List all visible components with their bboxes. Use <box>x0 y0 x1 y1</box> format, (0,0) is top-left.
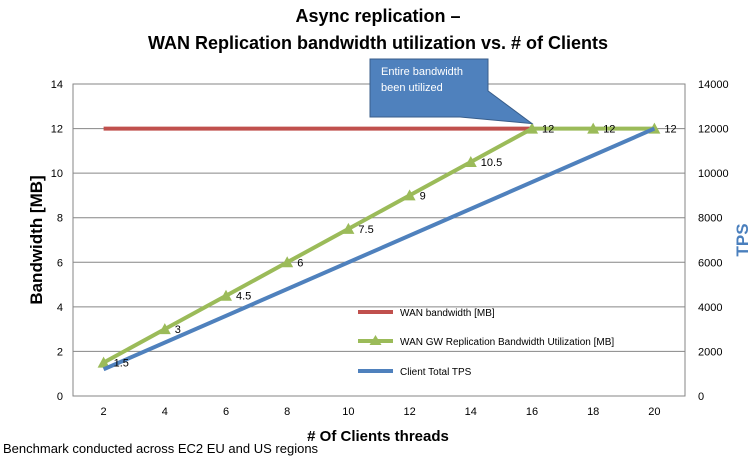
x-axis-label: # Of Clients threads <box>307 428 449 445</box>
callout: Entire bandwidth been utilized <box>369 58 534 125</box>
x-tick-label: 12 <box>403 406 415 418</box>
y2-axis-label: TPS <box>733 223 752 256</box>
y-tick-label: 2 <box>57 346 63 358</box>
data-point-marker <box>97 356 110 368</box>
chart-title-line-1: Async replication – <box>295 6 460 26</box>
x-tick-label: 16 <box>526 406 538 418</box>
data-label: 7.5 <box>358 224 373 236</box>
y-tick-label: 4 <box>57 302 63 314</box>
data-point-marker <box>526 122 538 134</box>
y2-axis-ticks: 0 2000 4000 6000 8000 10000 12000 14000 <box>698 79 729 403</box>
data-point-marker <box>220 289 232 301</box>
y-tick-label: 12 <box>51 124 63 136</box>
y2-tick-label: 2000 <box>698 346 722 358</box>
y-tick-label: 14 <box>51 79 63 91</box>
callout-box <box>369 58 534 125</box>
y2-tick-label: 14000 <box>698 79 729 91</box>
legend-item-wan-bandwidth: WAN bandwidth [MB] <box>358 308 495 319</box>
data-labels: 1.5 3 4.5 6 7.5 9 10.5 12 12 12 <box>114 124 677 370</box>
data-label: 10.5 <box>481 157 502 169</box>
y-tick-label: 0 <box>57 391 63 403</box>
data-point-marker <box>158 323 171 335</box>
y2-tick-label: 0 <box>698 391 704 403</box>
data-label: 4.5 <box>236 291 251 303</box>
y2-tick-label: 6000 <box>698 257 722 269</box>
legend-label-wan-gw-replication: WAN GW Replication Bandwidth Utilization… <box>400 337 614 348</box>
x-tick-label: 6 <box>223 406 229 418</box>
x-tick-label: 20 <box>648 406 660 418</box>
data-label: 12 <box>542 124 554 136</box>
legend: WAN bandwidth [MB] WAN GW Replication Ba… <box>358 308 614 378</box>
data-point-marker <box>281 256 294 268</box>
callout-text-line-2: been utilized <box>381 82 443 94</box>
x-tick-label: 8 <box>284 406 290 418</box>
y-tick-label: 10 <box>51 168 63 180</box>
data-point-marker <box>403 189 416 201</box>
footnote: Benchmark conducted across EC2 EU and US… <box>3 441 319 456</box>
x-tick-label: 14 <box>465 406 477 418</box>
data-label: 6 <box>297 257 303 269</box>
y2-tick-label: 10000 <box>698 168 729 180</box>
data-label: 1.5 <box>114 358 129 370</box>
y2-tick-label: 8000 <box>698 213 722 225</box>
data-label: 12 <box>664 124 676 136</box>
data-point-marker <box>587 122 600 134</box>
legend-label-client-tps: Client Total TPS <box>400 367 472 378</box>
y2-tick-label: 4000 <box>698 302 722 314</box>
x-tick-label: 18 <box>587 406 599 418</box>
data-label: 9 <box>420 190 426 202</box>
series-layer <box>97 122 661 372</box>
legend-item-client-tps: Client Total TPS <box>358 367 472 378</box>
callout-text-line-1: Entire bandwidth <box>381 66 463 78</box>
data-point-marker <box>464 156 477 167</box>
legend-marker-triangle <box>369 335 382 345</box>
y-tick-label: 6 <box>57 257 63 269</box>
x-tick-label: 2 <box>101 406 107 418</box>
chart-title-line-2: WAN Replication bandwidth utilization vs… <box>148 33 608 53</box>
gridlines <box>73 128 685 352</box>
data-label: 12 <box>603 124 615 136</box>
x-axis-ticks: 2 4 6 8 10 12 14 16 18 20 <box>101 406 661 418</box>
data-label: 3 <box>175 324 181 336</box>
x-tick-label: 4 <box>162 406 168 418</box>
series-line-client-tps <box>102 126 656 372</box>
y-tick-label: 8 <box>57 213 63 225</box>
data-point-marker <box>342 222 355 234</box>
series-line-wan-gw-replication <box>102 126 655 365</box>
y2-tick-label: 12000 <box>698 124 729 136</box>
y-axis-label: Bandwidth [MB] <box>27 175 46 304</box>
legend-label-wan-bandwidth: WAN bandwidth [MB] <box>400 308 495 319</box>
legend-item-wan-gw-replication: WAN GW Replication Bandwidth Utilization… <box>358 335 614 348</box>
y-axis-ticks: 0 2 4 6 8 10 12 14 <box>51 79 63 403</box>
x-tick-label: 10 <box>342 406 354 418</box>
